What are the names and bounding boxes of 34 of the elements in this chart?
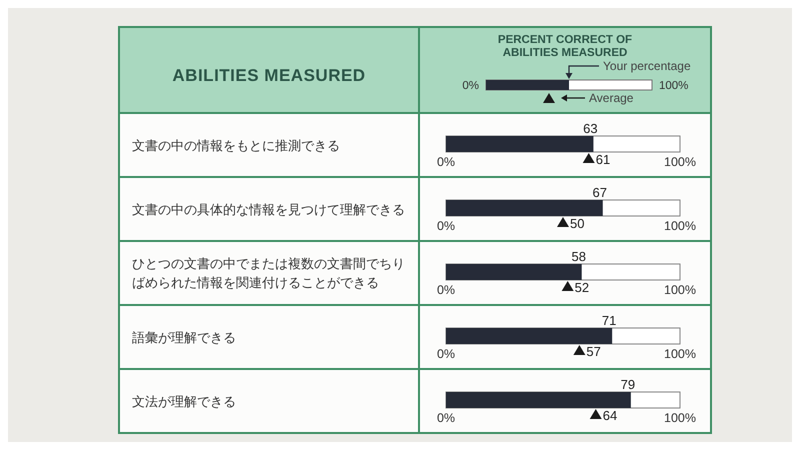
data-label: 71 [602, 313, 616, 328]
data-label: 67 [592, 185, 608, 200]
chart-title: PERCENT CORRECT OF ABILITIES MEASURED [496, 34, 634, 60]
data-label: 64 [602, 408, 618, 423]
text: 0% [462, 80, 479, 92]
text: 0% [436, 347, 456, 361]
data-label: 79 [620, 377, 636, 392]
data-label: 61 [596, 152, 610, 167]
text: 0% [436, 283, 456, 297]
text: 100% [664, 283, 696, 297]
legend-label: Your percentage [603, 59, 691, 73]
y-tick-label: 文法が理解できる [132, 392, 236, 410]
y-axis-title: ABILITIES MEASURED [172, 66, 366, 86]
data-label: 57 [586, 344, 601, 359]
point [562, 281, 574, 291]
data-label: 50 [570, 216, 584, 231]
point [582, 153, 595, 163]
text: 100% [664, 347, 696, 361]
y-tick-label: 文書の中の具体的な情報を見つけて理解できる [132, 200, 405, 218]
text: 0% [436, 411, 456, 425]
legend-label: Average [589, 91, 634, 105]
data-label: 58 [571, 249, 586, 264]
text: 100% [664, 219, 696, 233]
text: 100% [664, 411, 696, 425]
y-tick-label: ひとつの文書の中でまたは複数の文書間でちりばめられた情報を関連付けることができる [132, 255, 406, 292]
text: 100% [659, 80, 688, 92]
data-label: 52 [574, 280, 590, 295]
data-label: 63 [583, 121, 598, 136]
text: 0% [436, 219, 456, 233]
y-tick-label: 語彙が理解できる [132, 328, 236, 346]
point [573, 345, 586, 355]
point [557, 217, 569, 227]
point [590, 409, 602, 419]
y-tick-label: 文書の中の情報をもとに推測できる [132, 136, 340, 154]
